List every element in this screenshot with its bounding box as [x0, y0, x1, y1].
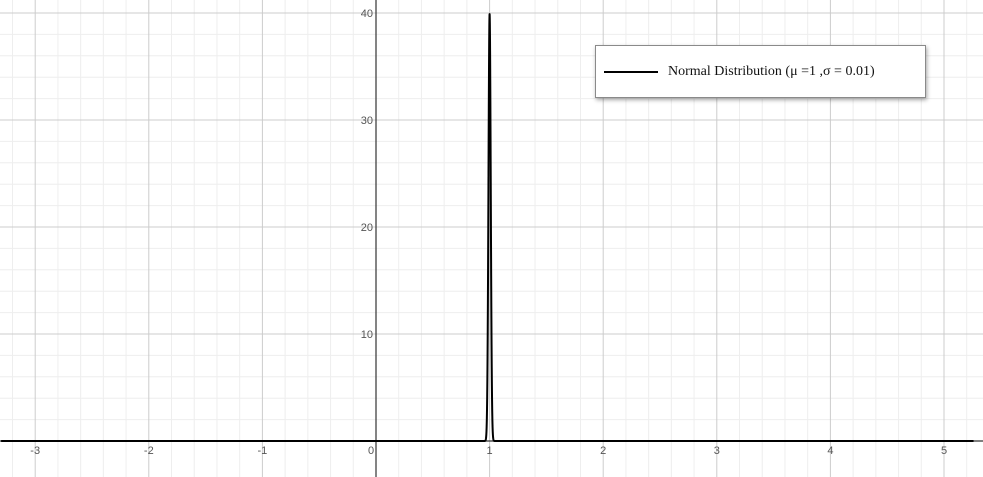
x-tick-label: -2: [144, 445, 154, 457]
x-tick-label: 0: [368, 445, 374, 457]
x-tick-label: 5: [941, 445, 947, 457]
legend: Normal Distribution (μ =1 ,σ = 0.01): [595, 45, 926, 98]
y-tick-label: 10: [361, 329, 373, 341]
y-tick-label: 40: [361, 8, 373, 20]
x-tick-label: 2: [600, 445, 606, 457]
x-tick-label: -3: [30, 445, 40, 457]
y-tick-label: 20: [361, 222, 373, 234]
x-tick-label: 4: [827, 445, 833, 457]
legend-entry-label: Normal Distribution (μ =1 ,σ = 0.01): [668, 63, 875, 79]
x-tick-label: 1: [487, 445, 493, 457]
series-group: [1, 13, 974, 442]
x-tick-label: 3: [714, 445, 720, 457]
y-tick-label: 30: [361, 115, 373, 127]
tick-labels: -3 -2 -1 0 1 2 3 4 5 10 20 30 40: [30, 8, 947, 457]
x-tick-label: -1: [258, 445, 268, 457]
legend-line-swatch: [604, 70, 658, 73]
series-line-normal-distribution: [1, 13, 974, 442]
